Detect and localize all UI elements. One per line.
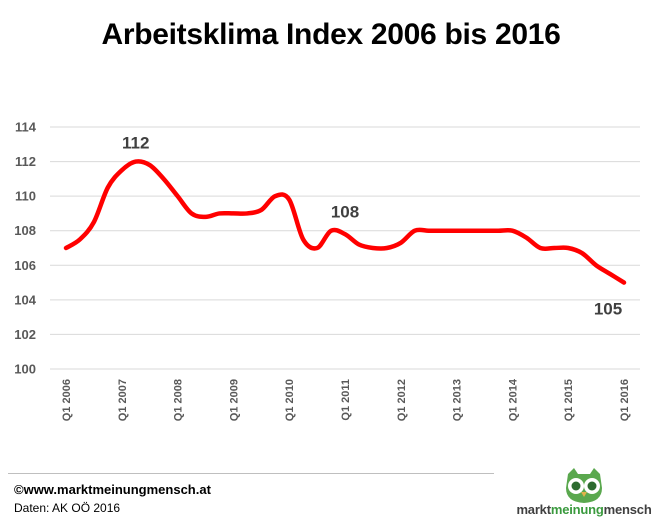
y-tick-label: 112 — [15, 154, 36, 169]
x-tick-label: Q1 2008 — [173, 379, 185, 421]
x-tick-label: Q1 2015 — [563, 379, 575, 421]
x-tick-label: Q1 2011 — [340, 379, 352, 421]
x-tick-label: Q1 2016 — [619, 379, 631, 421]
copyright-text: ©www.marktmeinungmensch.at — [14, 482, 211, 497]
x-axis-ticks: Q1 2006 Q1 2007 Q1 2008 Q1 2009 Q1 2010 Q1 20… — [61, 378, 631, 421]
data-labels: 112 108 105 — [122, 134, 622, 319]
data-label: 108 — [331, 203, 359, 222]
x-tick-label: Q1 2010 — [284, 379, 296, 421]
logo-text-start: markt — [516, 502, 551, 517]
x-tick-label: Q1 2013 — [452, 379, 464, 421]
y-tick-label: 102 — [14, 327, 36, 342]
x-tick-label: Q1 2006 — [61, 379, 73, 421]
series-line — [63, 159, 627, 285]
logo-text-mid: meinung — [550, 502, 604, 517]
owl-icon — [566, 468, 602, 503]
x-tick-label: Q1 2007 — [117, 379, 129, 421]
y-tick-label: 108 — [14, 223, 36, 238]
logo-wordmark: marktmeinungmensch — [510, 502, 658, 517]
y-tick-label: 106 — [14, 258, 36, 273]
source-text: Daten: AK OÖ 2016 — [14, 501, 121, 515]
y-tick-label: 100 — [14, 362, 36, 377]
data-label: 112 — [122, 134, 149, 153]
data-label: 105 — [594, 300, 622, 319]
y-axis-ticks: 100 102 104 106 108 110 112 114 — [14, 120, 36, 377]
chart-title: Arbeitsklima Index 2006 bis 2016 — [101, 18, 561, 51]
x-tick-label: Q1 2009 — [228, 379, 240, 421]
y-tick-label: 114 — [15, 120, 37, 135]
gridlines — [50, 126, 640, 370]
logo-text-end: mensch — [603, 502, 652, 517]
x-tick-label: Q1 2014 — [507, 378, 519, 421]
footer-divider — [8, 473, 494, 474]
brand-logo: marktmeinungmensch — [510, 466, 658, 522]
series-layer — [63, 159, 627, 285]
y-tick-label: 110 — [15, 189, 36, 204]
y-tick-label: 104 — [14, 292, 36, 307]
x-tick-label: Q1 2012 — [396, 379, 408, 421]
